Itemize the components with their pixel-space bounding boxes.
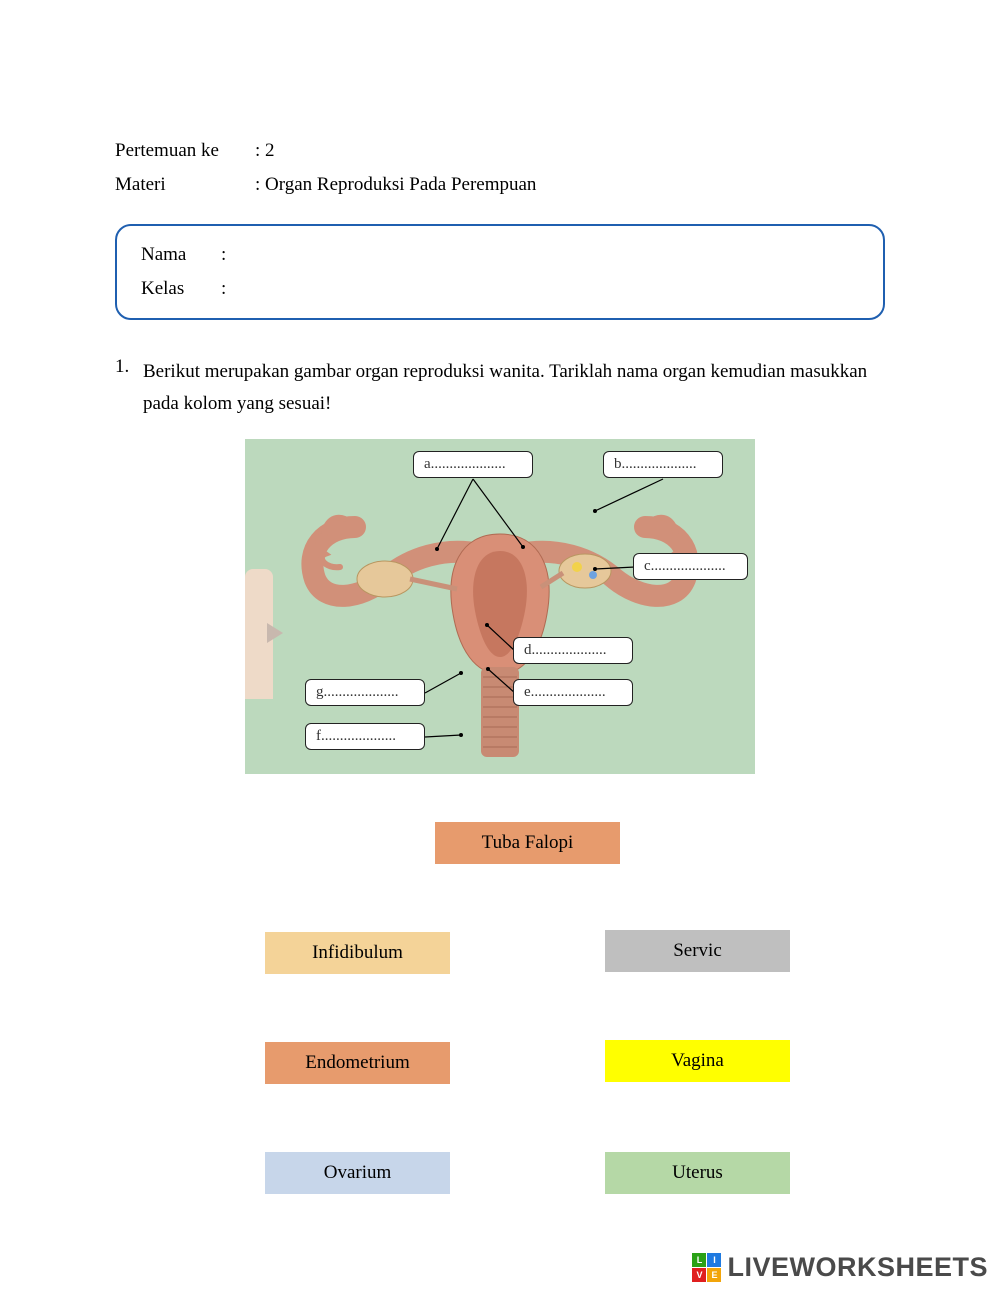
answer-box-vagina[interactable]: Vagina	[605, 1040, 790, 1082]
header-meeting-row: Pertemuan ke : 2	[115, 140, 885, 162]
diagram-callout-f[interactable]: f....................	[305, 723, 425, 750]
class-label: Kelas	[141, 278, 221, 300]
anatomy-diagram: a.................... b..................…	[245, 439, 755, 774]
diagram-callout-g[interactable]: g....................	[305, 679, 425, 706]
answer-box-endometrium[interactable]: Endometrium	[265, 1042, 450, 1084]
meeting-label: Pertemuan ke	[115, 140, 255, 162]
name-row: Nama :	[141, 244, 859, 266]
material-value: : Organ Reproduksi Pada Perempuan	[255, 174, 536, 196]
answer-box-tuba-falopi[interactable]: Tuba Falopi	[435, 822, 620, 864]
question-number: 1.	[115, 356, 143, 421]
diagram-callout-e[interactable]: e....................	[513, 679, 633, 706]
question-1: 1. Berikut merupakan gambar organ reprod…	[115, 356, 885, 421]
student-info-box: Nama : Kelas :	[115, 224, 885, 320]
answer-box-uterus[interactable]: Uterus	[605, 1152, 790, 1194]
diagram-callout-c[interactable]: c....................	[633, 553, 748, 580]
diagram-callout-a[interactable]: a....................	[413, 451, 533, 478]
header-material-row: Materi : Organ Reproduksi Pada Perempuan	[115, 174, 885, 196]
watermark-text: LIVEWORKSHEETS	[727, 1252, 988, 1283]
material-label: Materi	[115, 174, 255, 196]
diagram-container: a.................... b..................…	[115, 439, 885, 774]
class-colon: :	[221, 278, 226, 300]
name-label: Nama	[141, 244, 221, 266]
answer-bank: Tuba Falopi Infidibulum Servic Endometrium V…	[115, 822, 885, 1302]
question-text: Berikut merupakan gambar organ reproduks…	[143, 356, 885, 421]
watermark-cell: L	[692, 1253, 706, 1267]
answer-box-servic[interactable]: Servic	[605, 930, 790, 972]
answer-box-ovarium[interactable]: Ovarium	[265, 1152, 450, 1194]
class-row: Kelas :	[141, 278, 859, 300]
answer-box-infidibulum[interactable]: Infidibulum	[265, 932, 450, 974]
name-colon: :	[221, 244, 226, 266]
diagram-callout-b[interactable]: b....................	[603, 451, 723, 478]
watermark-cell: E	[707, 1268, 721, 1282]
watermark-badge: LIVE	[692, 1253, 721, 1282]
watermark-cell: V	[692, 1268, 706, 1282]
diagram-callout-d[interactable]: d....................	[513, 637, 633, 664]
watermark: LIVE LIVEWORKSHEETS	[692, 1252, 988, 1283]
meeting-value: : 2	[255, 140, 275, 162]
watermark-cell: I	[707, 1253, 721, 1267]
